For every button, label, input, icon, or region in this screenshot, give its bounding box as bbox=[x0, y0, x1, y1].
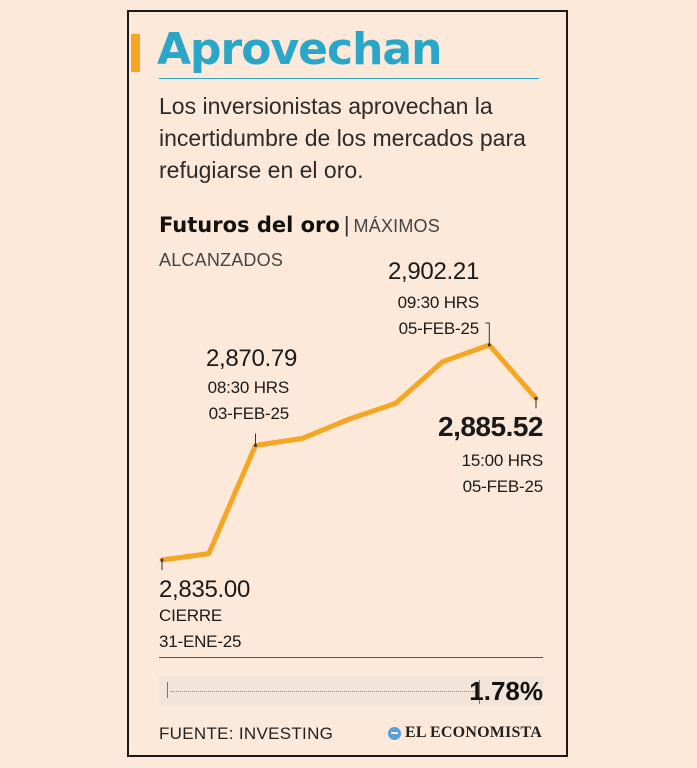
annotation-date-start: 31-ENE-25 bbox=[159, 632, 242, 651]
annotation-point-8 bbox=[534, 396, 538, 400]
annotation-date-last: 05-FEB-25 bbox=[462, 477, 544, 496]
annotation-time-max: 09:30 HRS bbox=[397, 293, 480, 312]
change-percent: 1.78% bbox=[469, 676, 543, 706]
gold-futures-line-chart bbox=[159, 322, 539, 570]
annotation-leader-7 bbox=[485, 322, 490, 345]
bottom-rule bbox=[159, 657, 543, 658]
chart-subtitle: MÁXIMOS ALCANZADOS bbox=[159, 216, 440, 270]
annotation-value-start: 2,835.00 bbox=[159, 576, 251, 603]
chart-title: Futuros del oro bbox=[159, 213, 340, 237]
chart-title-block: Futuros del oro | MÁXIMOS ALCANZADOS bbox=[159, 208, 539, 276]
change-bar-end-tick bbox=[479, 680, 480, 704]
annotation-date-max: 05-FEB-25 bbox=[398, 319, 480, 338]
infographic-card: Aprovechan Los inversionistas aprovechan… bbox=[127, 10, 568, 757]
annotation-date-feb3: 03-FEB-25 bbox=[208, 404, 290, 423]
annotation-time-feb3: 08:30 HRS bbox=[207, 378, 290, 397]
annotation-time-last: 15:00 HRS bbox=[461, 451, 544, 470]
series-line-gold-futures bbox=[159, 342, 539, 563]
brand-logo: EL ECONOMISTA bbox=[388, 724, 542, 742]
headline: Aprovechan bbox=[157, 24, 442, 75]
title-separator: | bbox=[343, 212, 350, 237]
annotation-point-7 bbox=[487, 343, 491, 347]
change-bar: 1.78% bbox=[159, 676, 543, 706]
annotation-point-2 bbox=[254, 444, 257, 447]
accent-bar bbox=[131, 34, 140, 72]
brand-name: EL ECONOMISTA bbox=[405, 724, 542, 741]
annotation-point-0 bbox=[160, 558, 164, 562]
headline-rule bbox=[159, 78, 539, 79]
annotation-label-start: CIERRE bbox=[159, 606, 223, 625]
change-bar-dotted-line bbox=[171, 691, 479, 692]
annotation-value-last: 2,885.52 bbox=[438, 411, 544, 442]
dek-text: Los inversionistas aprovechan la incerti… bbox=[159, 93, 526, 183]
brand-globe-icon bbox=[388, 726, 401, 740]
annotation-value-max: 2,902.21 bbox=[387, 258, 479, 285]
annotation-value-feb3: 2,870.79 bbox=[205, 345, 297, 372]
source-credit: FUENTE: INVESTING bbox=[159, 724, 334, 743]
change-bar-start-tick bbox=[167, 682, 168, 698]
